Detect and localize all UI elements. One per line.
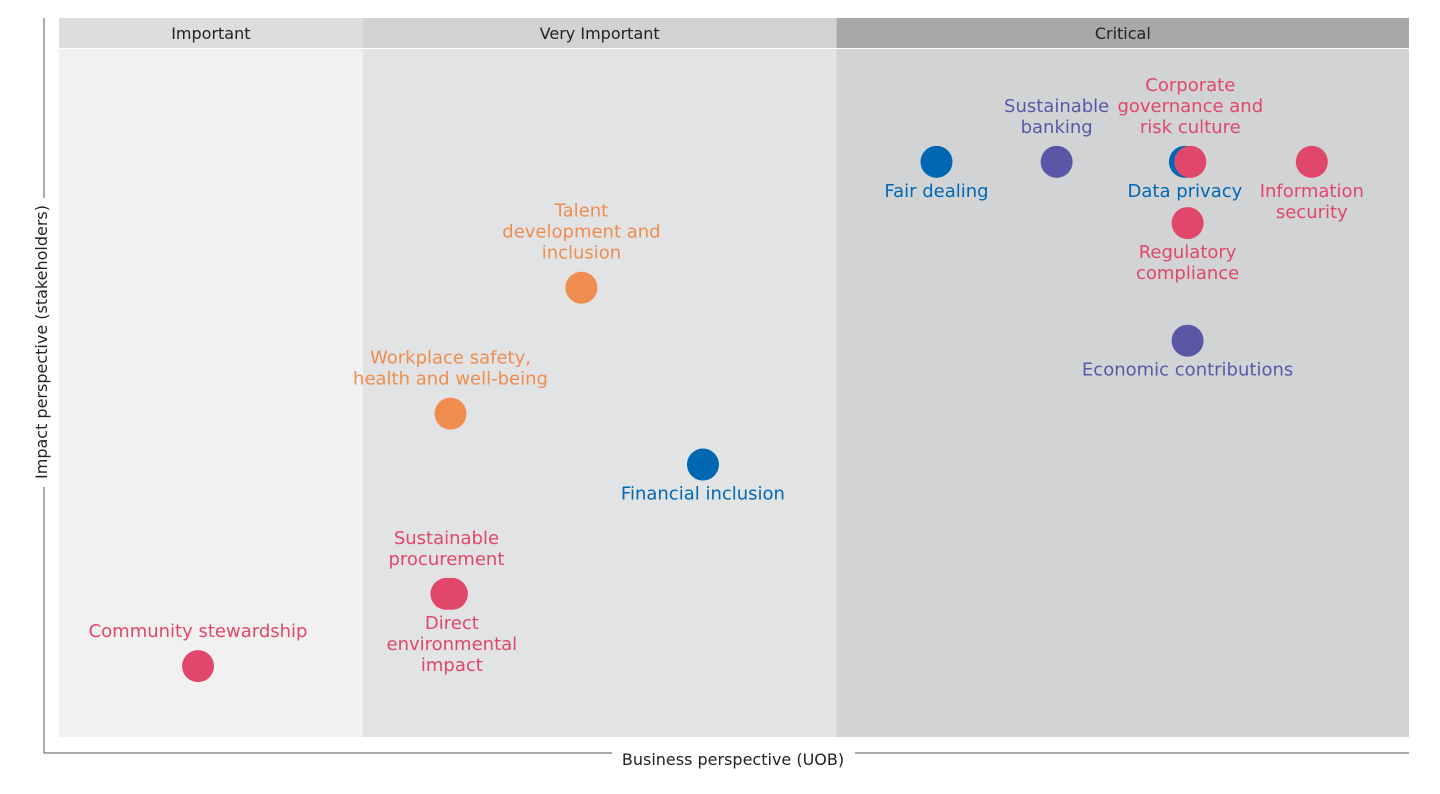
data-point-label: Corporate [1145, 75, 1235, 96]
data-point-group: Community stewardship [89, 621, 308, 683]
data-point-marker [1040, 145, 1073, 178]
zone-header-band [362, 18, 837, 48]
points-layer: Community stewardshipSustainableprocurem… [89, 75, 1364, 683]
data-point-group: Financial inclusion [621, 448, 785, 505]
zone-header-label: Very Important [540, 24, 660, 43]
data-point-label: Workplace safety, [370, 348, 531, 369]
data-point-label: Sustainable [394, 528, 499, 549]
data-point-marker [434, 397, 467, 430]
data-point-label: procurement [388, 549, 504, 570]
data-point-label: Information [1260, 181, 1364, 202]
data-point-marker [182, 650, 215, 683]
zone-header-band [836, 18, 1409, 48]
data-point-label: Talent [554, 201, 609, 222]
data-point-marker [565, 271, 598, 304]
data-point-marker [686, 448, 719, 481]
data-point-label: governance and [1117, 96, 1263, 117]
y-axis-label: Impact perspective (stakeholders) [32, 205, 51, 479]
zone-background [362, 49, 837, 737]
data-point-label: Economic contributions [1082, 360, 1293, 381]
data-point-label: environmental [387, 634, 518, 655]
data-point-label: banking [1021, 117, 1093, 138]
data-point-group: Economic contributions [1082, 324, 1293, 381]
data-point-label: compliance [1136, 263, 1239, 284]
data-point-label: Regulatory [1139, 242, 1237, 263]
data-point-marker [1295, 145, 1328, 178]
data-point-label: health and well-being [353, 369, 548, 390]
x-axis-label: Business perspective (UOB) [622, 750, 844, 769]
zone-header-label: Important [171, 24, 250, 43]
data-point-label: impact [421, 655, 483, 676]
data-point-marker [1171, 324, 1204, 357]
data-point-label: Fair dealing [884, 181, 988, 202]
data-point-label: Data privacy [1128, 181, 1243, 202]
data-point-marker [435, 577, 468, 610]
data-point-group: Fair dealing [884, 145, 989, 202]
zone-header-band [59, 18, 363, 48]
data-point-label: Sustainable [1004, 96, 1109, 117]
data-point-label: risk culture [1140, 117, 1241, 138]
data-point-label: inclusion [542, 243, 622, 264]
zone-background [59, 49, 363, 737]
data-point-marker [1171, 207, 1204, 240]
data-point-label: security [1276, 202, 1348, 223]
data-point-label: Financial inclusion [621, 484, 785, 505]
data-point-label: development and [502, 222, 660, 243]
zone-header-label: Critical [1095, 24, 1151, 43]
axes-layer: Business perspective (UOB) Impact perspe… [32, 18, 1409, 769]
data-point-label: Community stewardship [89, 621, 308, 642]
data-point-label: Direct [425, 613, 479, 634]
data-point-marker [920, 145, 953, 178]
data-point-group: Workplace safety,health and well-being [353, 348, 548, 430]
data-point-marker [1174, 145, 1207, 178]
